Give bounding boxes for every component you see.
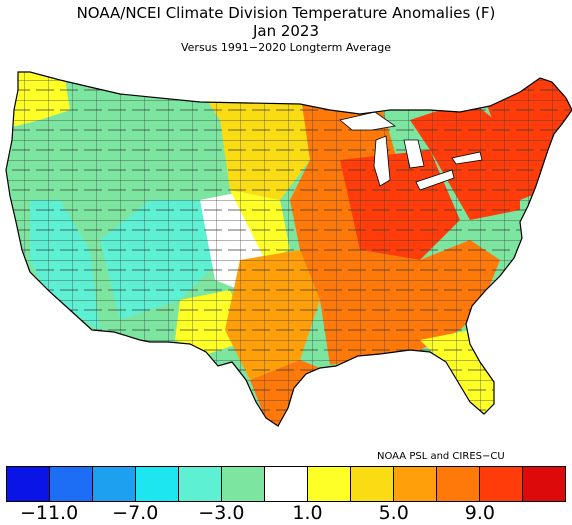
- legend-swatch: [265, 467, 308, 501]
- legend-swatch: [93, 467, 136, 501]
- legend-swatch: [222, 467, 265, 501]
- legend-ticks: −11.0 −7.0 −3.0 1.0 5.0 9.0: [0, 502, 572, 525]
- climate-division-lines: [6, 72, 572, 426]
- lake-erie: [415, 169, 455, 191]
- legend-swatch: [480, 467, 523, 501]
- map-subtitle: Versus 1991−2020 Longterm Average: [180, 41, 391, 54]
- legend-swatch: [394, 467, 437, 501]
- us-anomaly-map: [5, 71, 572, 427]
- legend-swatch: [136, 467, 179, 501]
- lake-huron: [403, 139, 425, 169]
- legend-tick-label: 1.0: [292, 502, 323, 524]
- map-title: NOAA/NCEI Climate Division Temperature A…: [76, 4, 496, 22]
- legend-tick-label: −3.0: [198, 502, 245, 524]
- legend-colorbar: [6, 466, 566, 502]
- legend-swatch: [7, 467, 50, 501]
- legend-swatch: [437, 467, 480, 501]
- legend-swatch: [179, 467, 222, 501]
- lake-michigan: [373, 135, 391, 187]
- legend-tick-label: −11.0: [19, 502, 79, 524]
- legend-swatch: [351, 467, 394, 501]
- us-outline: [5, 71, 572, 427]
- legend-tick-label: 9.0: [464, 502, 495, 524]
- legend-tick-label: 5.0: [378, 502, 409, 524]
- legend-tick-label: −7.0: [112, 502, 159, 524]
- legend-swatch: [523, 467, 565, 501]
- lake-ontario: [451, 151, 483, 165]
- legend-swatch: [50, 467, 93, 501]
- legend-swatch: [308, 467, 351, 501]
- map-period: Jan 2023: [252, 22, 320, 40]
- map-credit: NOAA PSL and CIRES−CU: [377, 451, 505, 462]
